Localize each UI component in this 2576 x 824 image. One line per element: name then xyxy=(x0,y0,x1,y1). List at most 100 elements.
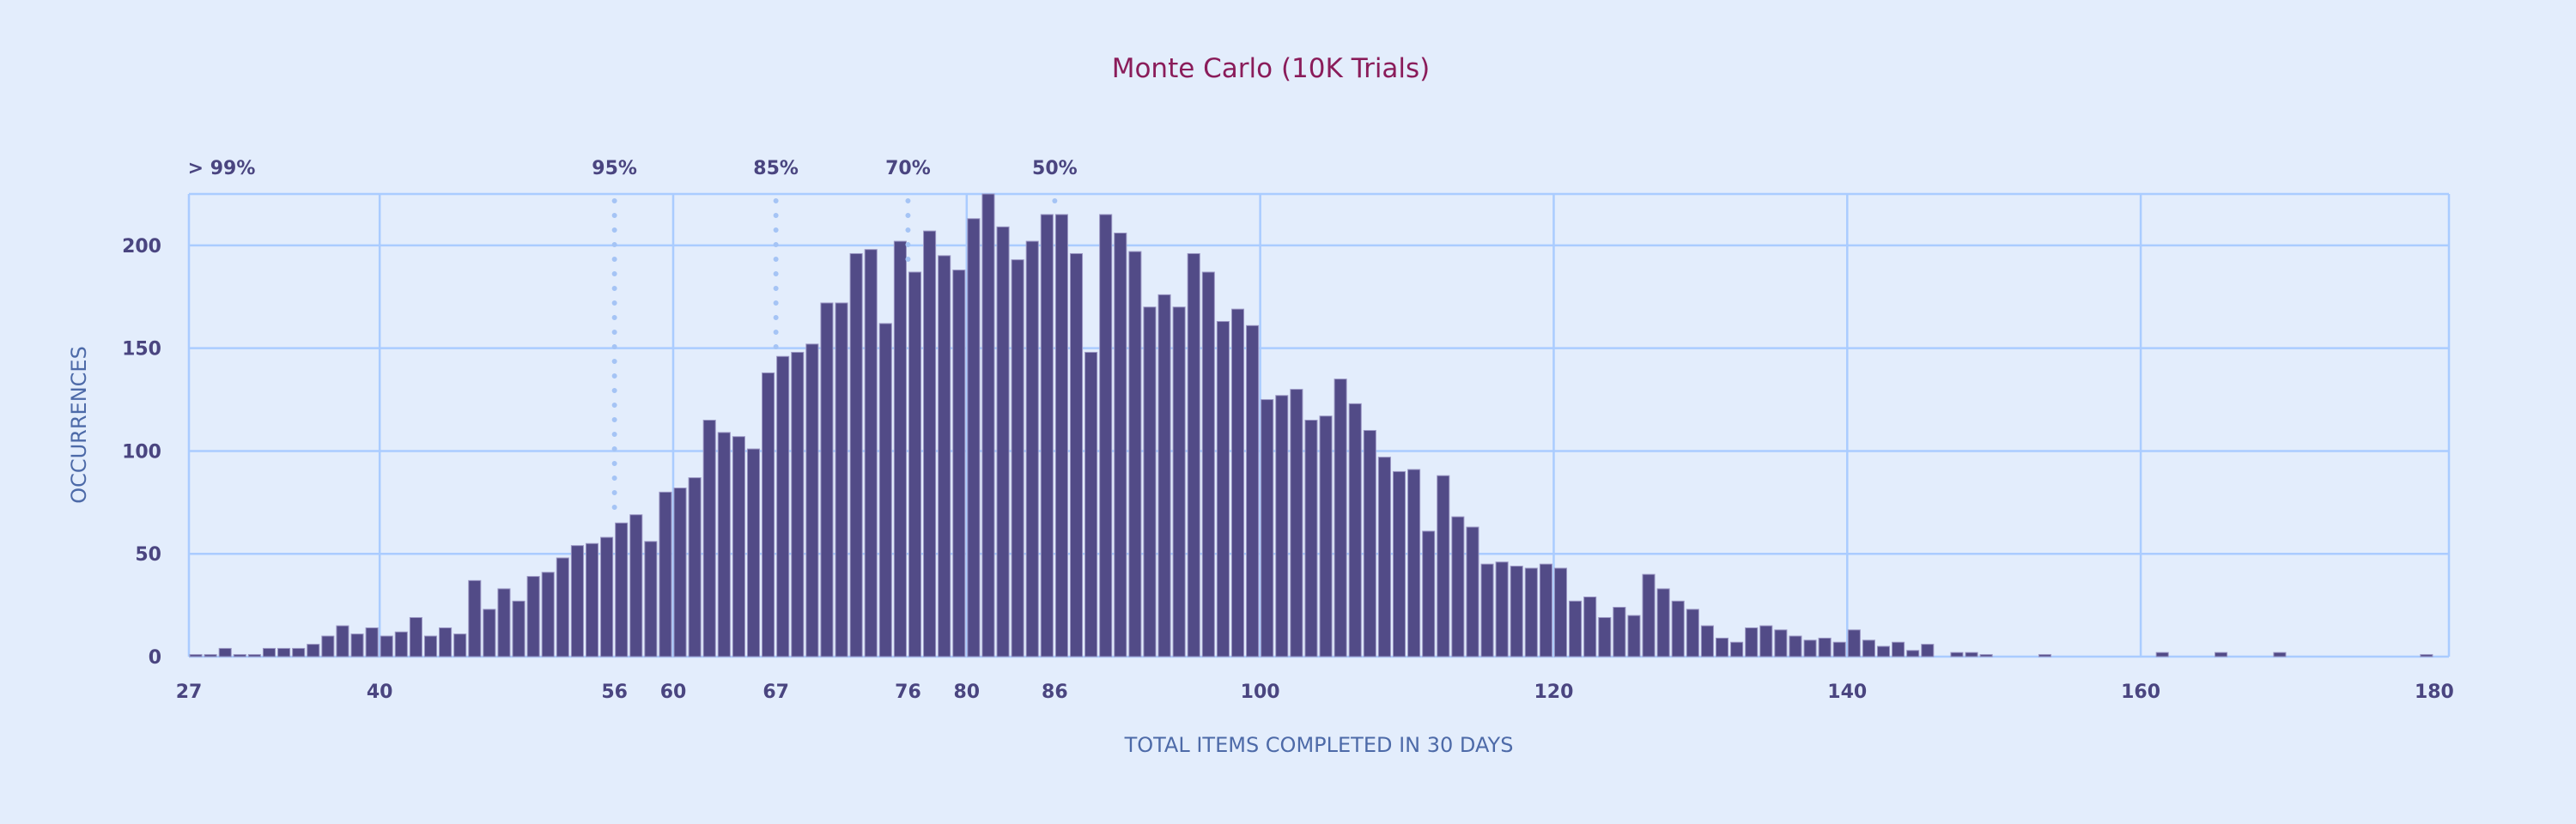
histogram-bar xyxy=(1892,641,1905,657)
histogram-bar xyxy=(483,609,496,657)
x-tick-label: 60 xyxy=(660,682,687,703)
percentile-label: 70% xyxy=(885,158,931,179)
histogram-bar xyxy=(2038,654,2052,657)
histogram-bar xyxy=(218,647,232,657)
histogram-bar xyxy=(1099,214,1113,657)
histogram-bar xyxy=(1656,588,1670,657)
histogram-bar xyxy=(336,625,349,657)
histogram-bar xyxy=(659,491,672,657)
histogram-bar xyxy=(1671,600,1685,657)
histogram-bar xyxy=(1290,389,1303,657)
y-axis-label: OCCURRENCES xyxy=(67,346,91,504)
x-tick-label: 56 xyxy=(601,682,628,703)
histogram-bar xyxy=(1539,563,1552,657)
x-tick-label: 160 xyxy=(2121,682,2160,703)
histogram-bar xyxy=(350,633,364,657)
histogram-bar xyxy=(1216,321,1230,657)
histogram-bar xyxy=(2155,651,2169,657)
x-tick-label: 100 xyxy=(1241,682,1280,703)
histogram-bar xyxy=(923,230,937,657)
histogram-bar xyxy=(673,488,687,657)
histogram-bar xyxy=(1348,403,1362,657)
x-tick-label: 27 xyxy=(176,682,203,703)
histogram-bar xyxy=(967,218,981,657)
histogram-bar xyxy=(1847,629,1861,657)
histogram-bar xyxy=(908,271,922,657)
histogram-bar xyxy=(497,588,511,657)
histogram-bar xyxy=(394,631,408,657)
histogram-bar xyxy=(1230,308,1245,657)
chart-title: Monte Carlo (10K Trials) xyxy=(1112,53,1431,84)
histogram-bar xyxy=(439,627,453,657)
histogram-bar xyxy=(526,576,540,657)
x-tick-label: 76 xyxy=(895,682,921,703)
histogram-bar xyxy=(717,432,731,657)
histogram-bar xyxy=(644,541,658,657)
histogram-bar xyxy=(277,647,291,657)
histogram-bar xyxy=(1128,251,1142,657)
histogram-bar xyxy=(570,545,584,657)
histogram-bar xyxy=(262,647,276,657)
histogram-bar xyxy=(1862,639,1875,657)
histogram-bar xyxy=(1627,615,1641,657)
histogram-bar xyxy=(1569,600,1583,657)
histogram-bar xyxy=(1011,259,1024,657)
percentile-label: 85% xyxy=(753,158,799,179)
histogram-bar xyxy=(629,514,643,657)
histogram-bar xyxy=(1730,641,1744,657)
histogram-bar xyxy=(307,644,320,657)
histogram-bar xyxy=(409,616,422,657)
histogram-bar xyxy=(615,522,629,657)
histogram-bar xyxy=(762,372,775,657)
histogram-bar xyxy=(1437,475,1450,657)
percentile-lines: > 99% 95% 85% 70% 50% xyxy=(188,158,1078,519)
histogram-bar xyxy=(1422,530,1436,657)
histogram-bar xyxy=(835,302,848,657)
histogram-bar xyxy=(1157,294,1171,657)
histogram-bar xyxy=(688,477,702,657)
histogram-bar xyxy=(1524,567,1538,657)
histogram-bar xyxy=(1025,240,1039,657)
x-tick-label: 67 xyxy=(762,682,789,703)
histogram-bar xyxy=(380,635,393,657)
histogram-bar xyxy=(1950,651,1964,657)
percentile-label: 95% xyxy=(592,158,637,179)
grid xyxy=(187,192,2451,658)
x-tick-label: 80 xyxy=(954,682,981,703)
histogram-bar xyxy=(292,647,306,657)
histogram-bar xyxy=(1921,644,1935,657)
histogram-bar xyxy=(1069,252,1084,657)
histogram-bar xyxy=(1965,651,1978,657)
histogram-bar xyxy=(556,557,569,657)
histogram-bar xyxy=(1583,597,1597,657)
histogram-bar xyxy=(996,226,1010,657)
histogram-bar xyxy=(1319,415,1333,657)
histogram-bar xyxy=(1876,645,1891,657)
histogram-bar xyxy=(1979,654,1993,657)
histogram-bar xyxy=(1172,306,1186,657)
histogram-bar xyxy=(2420,654,2433,657)
histogram-bar xyxy=(746,448,761,657)
histogram-bar xyxy=(732,436,745,657)
histogram-bar xyxy=(938,255,951,657)
histogram-bar xyxy=(1553,567,1568,657)
histogram-bar xyxy=(1480,563,1494,657)
x-tick-label: 180 xyxy=(2415,682,2454,703)
histogram-bar xyxy=(1246,324,1260,657)
histogram-bar xyxy=(233,654,246,657)
percentile-label: > 99% xyxy=(188,158,256,179)
histogram-bar xyxy=(423,635,438,657)
y-tick-label: 200 xyxy=(122,236,161,258)
histogram-bar xyxy=(585,542,599,657)
histogram-bar xyxy=(1789,635,1802,657)
histogram-bar xyxy=(952,270,966,657)
histogram-bar xyxy=(1187,252,1200,657)
histogram-bar xyxy=(189,654,203,657)
percentile-label: 50% xyxy=(1032,158,1078,179)
histogram-bar xyxy=(2273,651,2287,657)
axis-ticks: 0 50 100 150 200 27 40 56 60 67 76 80 86 100 120 140 160… xyxy=(122,236,2454,703)
histogram-bar xyxy=(1261,399,1274,657)
histogram-bar xyxy=(805,343,819,657)
histogram-bar xyxy=(1700,625,1714,657)
